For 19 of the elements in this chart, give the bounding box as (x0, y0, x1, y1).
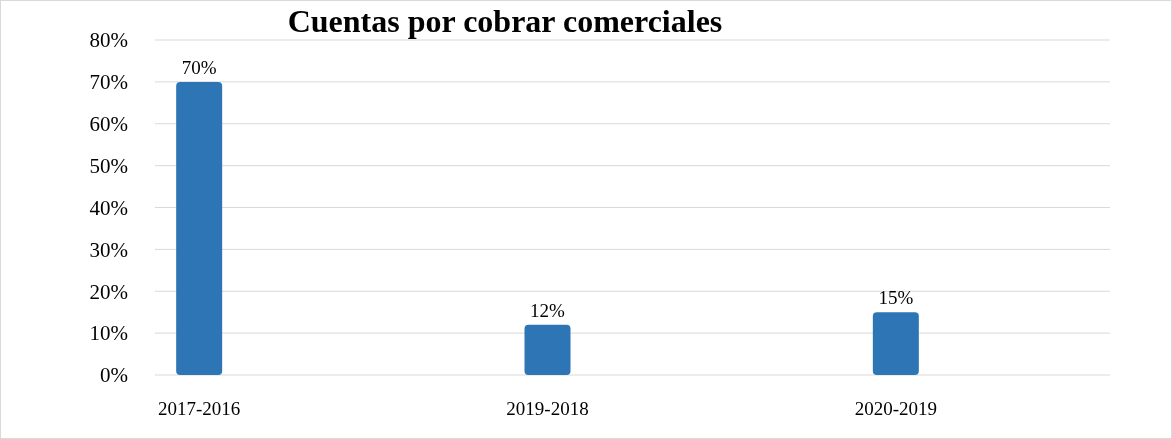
y-tick-label: 30% (89, 237, 128, 262)
data-label: 70% (181, 56, 217, 78)
y-tick-label: 0% (100, 363, 128, 388)
y-tick-label: 80% (89, 28, 128, 53)
y-tick-label: 40% (89, 195, 128, 220)
data-label: 15% (878, 287, 914, 309)
y-tick-label: 50% (89, 153, 128, 178)
bar (524, 324, 571, 375)
y-tick-label: 60% (89, 112, 128, 137)
y-tick-label: 70% (89, 70, 128, 95)
y-tick-label: 10% (89, 321, 128, 346)
bar (872, 312, 919, 375)
chart-title: Cuentas por cobrar comerciales (287, 3, 723, 39)
x-tick-label: 2020-2019 (854, 398, 937, 419)
data-label: 12% (530, 299, 566, 321)
x-tick-label: 2019-2018 (506, 398, 589, 419)
x-tick-label: 2017-2016 (158, 398, 241, 419)
bar (176, 81, 223, 375)
y-tick-label: 20% (89, 279, 128, 304)
